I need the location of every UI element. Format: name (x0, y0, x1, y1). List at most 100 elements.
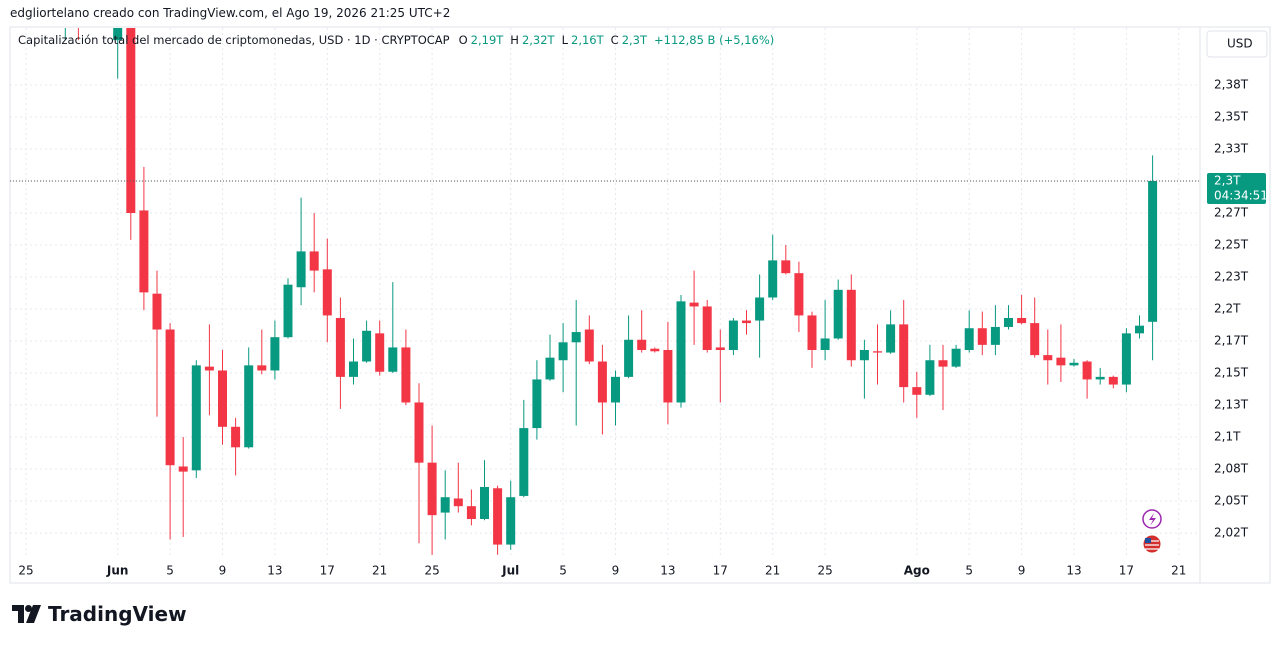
x-tick-label: 9 (612, 564, 620, 578)
candle-body (178, 466, 188, 472)
candle-body (388, 347, 398, 372)
legend-key: C (610, 33, 619, 47)
candle-body (964, 328, 974, 350)
event-icon-bolt (1149, 513, 1156, 526)
y-tick-label: 2,02T (1214, 526, 1249, 540)
y-tick-label: 2,2T (1214, 302, 1241, 316)
author-line: edgliortelano creado con TradingView.com… (10, 6, 451, 20)
chart-frame (9, 26, 1271, 584)
candle-body (440, 497, 450, 513)
candle-body (663, 349, 673, 403)
x-tick-label: 17 (1119, 564, 1134, 578)
candle-body (545, 357, 555, 380)
legend-key: L (561, 33, 569, 47)
candle-body (977, 328, 987, 345)
candle-body (401, 347, 411, 403)
candle-body (859, 349, 869, 361)
candle-body (820, 338, 830, 350)
candle-body (1004, 317, 1013, 327)
x-tick-label: 9 (1018, 564, 1026, 578)
candle-body (938, 360, 948, 367)
legend-value: 2,3T (621, 33, 648, 47)
candle-body (1043, 355, 1053, 361)
flag-canton (1145, 538, 1151, 543)
x-tick-label: 21 (765, 564, 780, 578)
brand: TradingView (12, 602, 187, 626)
candle-body (139, 210, 149, 293)
candle-body (728, 320, 738, 350)
candle-body (244, 365, 254, 448)
candle-body (742, 320, 751, 324)
y-tick-label: 2,15T (1214, 366, 1249, 380)
y-tick-label: 2,25T (1214, 238, 1249, 252)
last-price-label: 2,3T (1214, 173, 1241, 187)
candle-body (61, 0, 70, 2)
x-tick-label: 21 (1171, 564, 1186, 578)
candle-body (283, 284, 293, 338)
y-tick-label: 2,05T (1214, 494, 1249, 508)
candle-body (571, 332, 581, 343)
y-tick-label: 2,23T (1214, 270, 1249, 284)
candle-body (349, 361, 358, 377)
y-tick-label: 2,17T (1214, 334, 1249, 348)
candle-body (427, 462, 437, 516)
candle-body (152, 293, 162, 330)
legend-key: H (510, 33, 519, 47)
candle-body (702, 306, 712, 350)
candle-body (1095, 376, 1105, 380)
last-price-badge (1207, 172, 1266, 204)
candle-body (833, 289, 843, 339)
x-tick-label: 21 (372, 564, 387, 578)
candle-body (532, 379, 542, 429)
candle-body (676, 301, 686, 403)
candle-body (755, 297, 765, 321)
candle-body (506, 497, 516, 545)
candle-body (899, 324, 909, 388)
candle-body (519, 428, 529, 496)
candle-body (453, 498, 463, 507)
candle-body (1121, 333, 1131, 385)
candle-body (886, 324, 896, 353)
x-tick-label: 5 (965, 564, 973, 578)
candle-body (1056, 357, 1066, 366)
legend-key: O (458, 33, 468, 47)
x-tick-label: 17 (320, 564, 335, 578)
economic-event-icon[interactable] (1142, 534, 1162, 554)
y-tick-label: 2,38T (1214, 77, 1249, 91)
candle-body (257, 365, 267, 371)
candle-body (794, 273, 804, 316)
candle-body (375, 333, 385, 372)
candle-body (912, 387, 922, 395)
candle-body (637, 339, 647, 350)
candle-body (1030, 323, 1040, 356)
candle-body (414, 402, 424, 463)
candle-body (480, 486, 489, 519)
candle-body (1108, 376, 1118, 385)
candle-body (1148, 180, 1158, 322)
candle-body (597, 361, 607, 403)
symbol-legend: Capitalización total del mercado de crip… (18, 33, 778, 47)
candle-body (165, 329, 175, 466)
candle-body (466, 506, 476, 519)
candle-body (126, 28, 136, 213)
candle-body (1017, 317, 1027, 324)
candle-body (100, 0, 109, 2)
y-tick-label: 2,35T (1214, 109, 1249, 123)
brand-name: TradingView (48, 602, 187, 626)
x-tick-label: 25 (817, 564, 832, 578)
candle-body (1135, 325, 1144, 334)
brand-logo (12, 605, 41, 623)
x-tick-label: Jun (106, 564, 129, 578)
candle-body (362, 330, 372, 362)
candle-body (113, 28, 123, 41)
candle-body (1069, 362, 1079, 366)
legend-value: 2,32T (521, 33, 555, 47)
candle-body (781, 260, 791, 274)
candle-body (689, 302, 699, 307)
candle-body (74, 0, 83, 2)
x-tick-label: Jul (501, 564, 519, 578)
candle-body (558, 342, 568, 361)
currency-button[interactable] (1206, 30, 1268, 58)
legend-value: 2,19T (470, 33, 504, 47)
